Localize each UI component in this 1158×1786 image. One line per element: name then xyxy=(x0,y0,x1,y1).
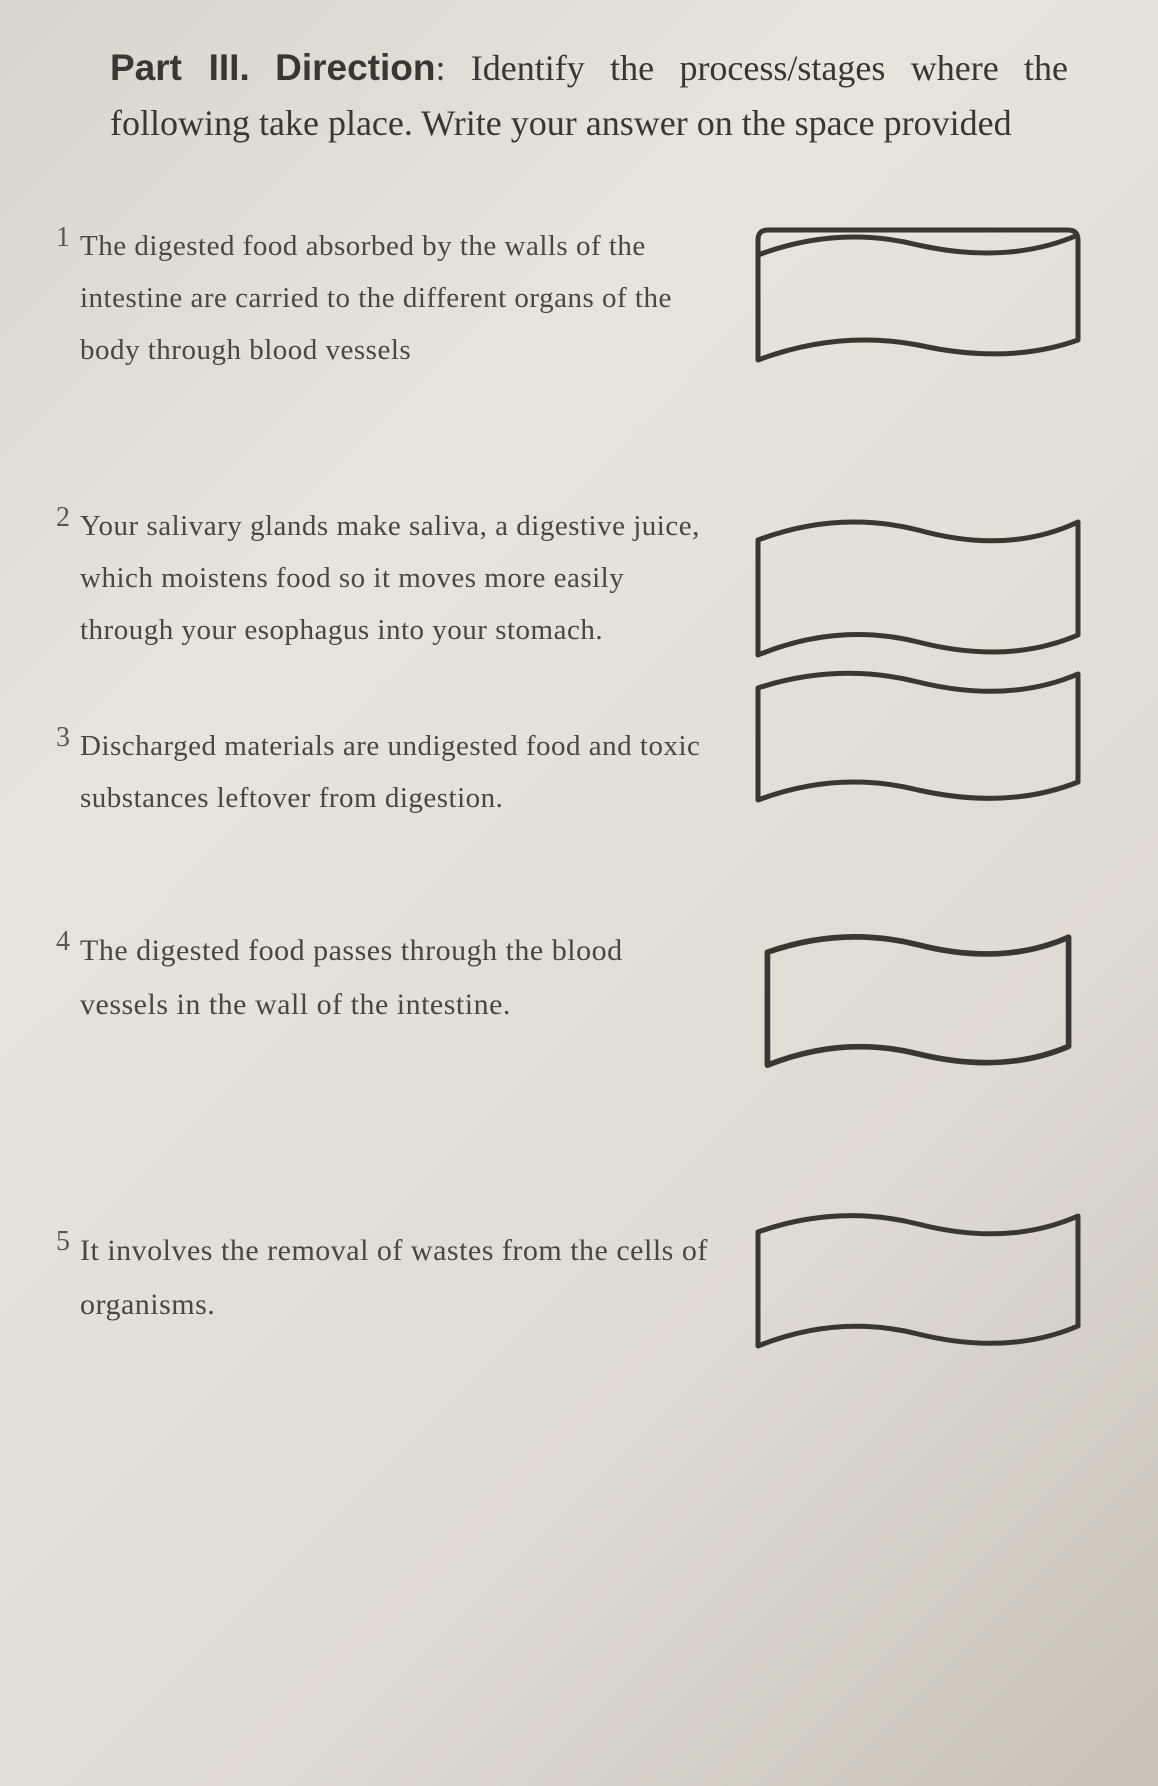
question-number: 1 xyxy=(50,220,80,254)
answer-box[interactable] xyxy=(748,220,1088,380)
wavy-box-icon xyxy=(748,1204,1088,1364)
answer-box[interactable] xyxy=(748,660,1088,820)
answer-box[interactable] xyxy=(748,924,1088,1084)
question-text: Your salivary glands make saliva, a dige… xyxy=(80,500,748,657)
question-2: 2 Your salivary glands make saliva, a di… xyxy=(50,500,1088,670)
worksheet-header: Part III. Direction: Identify the proces… xyxy=(50,40,1088,150)
question-3: 3 Discharged materials are undigested fo… xyxy=(50,720,1088,824)
part-label: Part III. xyxy=(110,47,250,88)
question-1: 1 The digested food absorbed by the wall… xyxy=(50,220,1088,380)
question-number: 4 xyxy=(50,924,80,958)
question-text: Discharged materials are undigested food… xyxy=(80,720,748,824)
question-number: 3 xyxy=(50,720,80,754)
question-text: The digested food passes through the blo… xyxy=(80,924,748,1032)
question-4: 4 The digested food passes through the b… xyxy=(50,924,1088,1084)
question-number: 5 xyxy=(50,1224,80,1258)
wavy-box-icon xyxy=(748,660,1088,820)
wavy-box-icon xyxy=(748,510,1088,670)
question-number: 2 xyxy=(50,500,80,534)
question-text: The digested food absorbed by the walls … xyxy=(80,220,748,377)
direction-label: Direction xyxy=(275,47,435,88)
answer-box[interactable] xyxy=(748,510,1088,670)
direction-text: Part III. Direction: Identify the proces… xyxy=(110,40,1068,150)
wavy-box-icon xyxy=(748,924,1088,1084)
question-text: It involves the removal of wastes from t… xyxy=(80,1224,748,1332)
question-5: 5 It involves the removal of wastes from… xyxy=(50,1224,1088,1364)
direction-body: : Identify the process/stages where the … xyxy=(110,48,1068,143)
answer-box[interactable] xyxy=(748,1204,1088,1364)
wavy-box-icon xyxy=(748,220,1088,380)
